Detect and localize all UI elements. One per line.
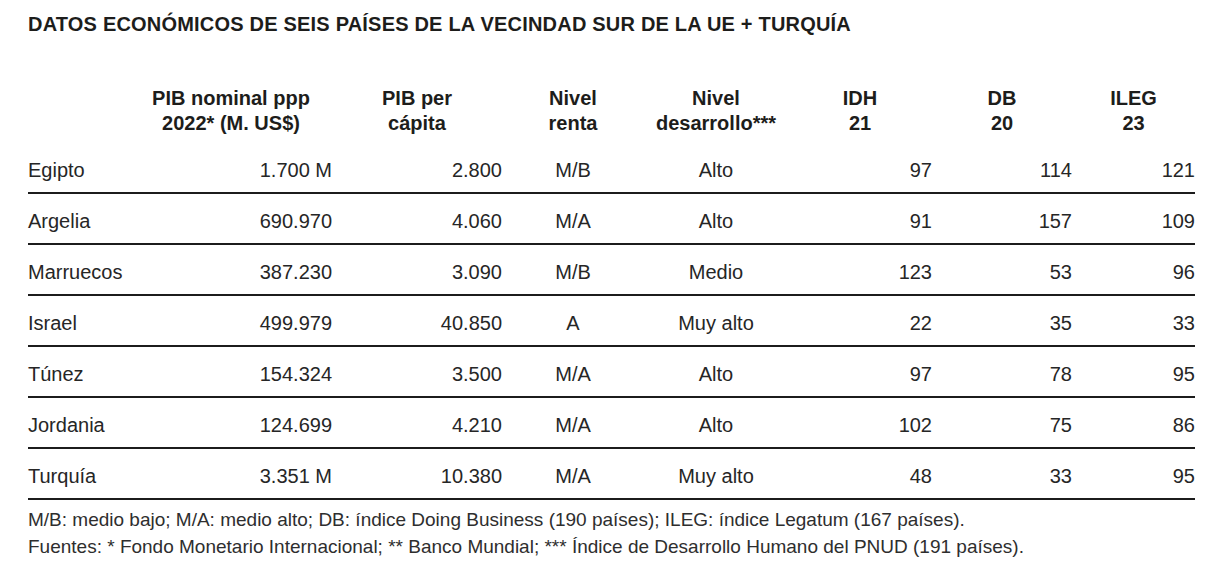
cell-pib-nominal: 499.979	[130, 295, 332, 346]
cell-db: 157	[932, 193, 1072, 244]
footnotes: M/B: medio bajo; M/A: medio alto; DB: ín…	[28, 506, 1024, 560]
cell-nivel-desarrollo: Alto	[644, 346, 788, 397]
column-header-ileg: ILEG 23	[1072, 80, 1195, 143]
column-header-line: Nivel	[644, 86, 788, 111]
table-row-argelia: Argelia 690.970 4.060 M/A Alto 91 157 10…	[28, 193, 1195, 244]
column-header-line: cápita	[332, 111, 502, 136]
cell-nivel-desarrollo: Muy alto	[644, 448, 788, 499]
table-row-jordania: Jordania 124.699 4.210 M/A Alto 102 75 8…	[28, 397, 1195, 448]
cell-ileg: 95	[1072, 448, 1195, 499]
cell-ileg: 33	[1072, 295, 1195, 346]
cell-pib-nominal: 690.970	[130, 193, 332, 244]
cell-pib-per-capita: 2.800	[332, 143, 502, 193]
cell-nivel-renta: M/B	[502, 244, 644, 295]
column-header-line: ILEG	[1072, 86, 1195, 111]
column-header-line: DB	[932, 86, 1072, 111]
cell-pib-per-capita: 40.850	[332, 295, 502, 346]
cell-pib-per-capita: 3.090	[332, 244, 502, 295]
column-header-line: 23	[1072, 111, 1195, 136]
column-header-line: PIB nominal ppp	[130, 86, 332, 111]
cell-pais: Egipto	[28, 143, 130, 193]
cell-db: 78	[932, 346, 1072, 397]
column-header-line: PIB per	[332, 86, 502, 111]
cell-nivel-desarrollo: Muy alto	[644, 295, 788, 346]
cell-pib-nominal: 154.324	[130, 346, 332, 397]
cell-pib-nominal: 387.230	[130, 244, 332, 295]
cell-nivel-desarrollo: Alto	[644, 397, 788, 448]
cell-nivel-renta: M/B	[502, 143, 644, 193]
column-header-db: DB 20	[932, 80, 1072, 143]
table-row-marruecos: Marruecos 387.230 3.090 M/B Medio 123 53…	[28, 244, 1195, 295]
column-header-line: 20	[932, 111, 1072, 136]
table-row-egipto: Egipto 1.700 M 2.800 M/B Alto 97 114 121	[28, 143, 1195, 193]
cell-ileg: 96	[1072, 244, 1195, 295]
page-title: DATOS ECONÓMICOS DE SEIS PAÍSES DE LA VE…	[28, 13, 851, 36]
cell-pais: Jordania	[28, 397, 130, 448]
cell-ileg: 109	[1072, 193, 1195, 244]
cell-db: 35	[932, 295, 1072, 346]
cell-pais: Israel	[28, 295, 130, 346]
cell-db: 33	[932, 448, 1072, 499]
cell-idh: 123	[788, 244, 932, 295]
cell-pais: Marruecos	[28, 244, 130, 295]
cell-pib-per-capita: 4.210	[332, 397, 502, 448]
column-header-line: 2022* (M. US$)	[130, 111, 332, 136]
cell-nivel-renta: M/A	[502, 448, 644, 499]
column-header-pib-nominal: PIB nominal ppp 2022* (M. US$)	[130, 80, 332, 143]
column-header-line: renta	[502, 111, 644, 136]
cell-nivel-renta: M/A	[502, 193, 644, 244]
footnote-abbreviations: M/B: medio bajo; M/A: medio alto; DB: ín…	[28, 506, 1024, 533]
column-header-line: Nivel	[502, 86, 644, 111]
cell-db: 114	[932, 143, 1072, 193]
cell-idh: 97	[788, 346, 932, 397]
column-header-nivel-renta: Nivel renta	[502, 80, 644, 143]
cell-ileg: 121	[1072, 143, 1195, 193]
cell-pib-nominal: 1.700 M	[130, 143, 332, 193]
cell-pib-nominal: 124.699	[130, 397, 332, 448]
cell-nivel-renta: A	[502, 295, 644, 346]
column-header-nivel-desarrollo: Nivel desarrollo***	[644, 80, 788, 143]
cell-pib-per-capita: 3.500	[332, 346, 502, 397]
cell-nivel-renta: M/A	[502, 397, 644, 448]
cell-pib-per-capita: 10.380	[332, 448, 502, 499]
cell-idh: 102	[788, 397, 932, 448]
column-header-idh: IDH 21	[788, 80, 932, 143]
table-row-tunez: Túnez 154.324 3.500 M/A Alto 97 78 95	[28, 346, 1195, 397]
cell-ileg: 86	[1072, 397, 1195, 448]
cell-pib-nominal: 3.351 M	[130, 448, 332, 499]
table-row-israel: Israel 499.979 40.850 A Muy alto 22 35 3…	[28, 295, 1195, 346]
cell-idh: 48	[788, 448, 932, 499]
column-header-pib-per-capita: PIB per cápita	[332, 80, 502, 143]
column-header-pais	[28, 80, 130, 143]
economic-data-table: PIB nominal ppp 2022* (M. US$) PIB per c…	[28, 80, 1195, 500]
cell-db: 53	[932, 244, 1072, 295]
cell-pais: Turquía	[28, 448, 130, 499]
cell-pib-per-capita: 4.060	[332, 193, 502, 244]
cell-nivel-desarrollo: Alto	[644, 193, 788, 244]
table-row-turquia: Turquía 3.351 M 10.380 M/A Muy alto 48 3…	[28, 448, 1195, 499]
cell-pais: Túnez	[28, 346, 130, 397]
column-header-line: 21	[788, 111, 932, 136]
header-row: PIB nominal ppp 2022* (M. US$) PIB per c…	[28, 80, 1195, 143]
cell-nivel-renta: M/A	[502, 346, 644, 397]
cell-ileg: 95	[1072, 346, 1195, 397]
cell-idh: 97	[788, 143, 932, 193]
cell-idh: 22	[788, 295, 932, 346]
cell-nivel-desarrollo: Medio	[644, 244, 788, 295]
cell-nivel-desarrollo: Alto	[644, 143, 788, 193]
cell-pais: Argelia	[28, 193, 130, 244]
footnote-sources: Fuentes: * Fondo Monetario Internacional…	[28, 533, 1024, 560]
column-header-line: desarrollo***	[644, 111, 788, 136]
cell-idh: 91	[788, 193, 932, 244]
cell-db: 75	[932, 397, 1072, 448]
column-header-line: IDH	[788, 86, 932, 111]
